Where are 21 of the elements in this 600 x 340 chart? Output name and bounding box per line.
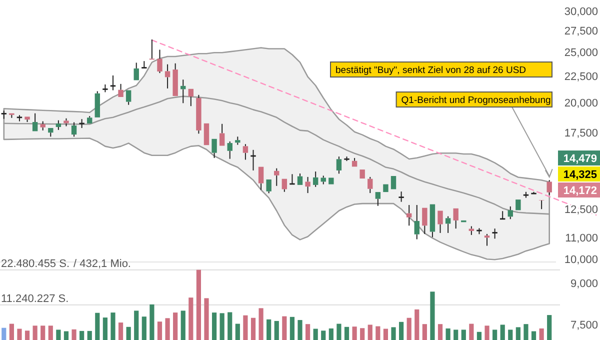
annotation: 14,172 bbox=[563, 184, 597, 197]
annotation: 14,479 bbox=[563, 152, 597, 165]
annotation: Q1-Bericht und Prognoseanhebung bbox=[401, 95, 551, 106]
y-tick-label: 7,500 bbox=[570, 319, 598, 332]
y-tick-label: 20,000 bbox=[564, 98, 598, 110]
y-tick-label: 11,000 bbox=[565, 232, 598, 245]
y-tick-label: 27,500 bbox=[564, 26, 598, 38]
note-box: bestätigt "Buy", senkt Ziel von 28 auf 26 USD bbox=[330, 62, 552, 78]
annotation: / 432,1 Mio. bbox=[74, 258, 131, 270]
y-tick-label: 30,000 bbox=[564, 6, 598, 18]
y-tick-label: 11.240.227 S. bbox=[1, 292, 69, 305]
y-tick-label: 17,500 bbox=[564, 128, 598, 140]
y-tick-label: 22,500 bbox=[564, 70, 598, 83]
annotation: bestätigt "Buy", senkt Ziel von 28 auf 26 USD bbox=[336, 65, 526, 76]
y-tick-label: 22.480.455 S. bbox=[1, 258, 70, 270]
annotation: 14,325 bbox=[563, 168, 597, 181]
y-tick-label: 9,000 bbox=[570, 278, 598, 290]
y-tick-label: 25,000 bbox=[564, 47, 598, 60]
note-box: Q1-Bericht und Prognoseanhebung bbox=[396, 92, 553, 178]
y-tick-label: 10,000 bbox=[564, 254, 598, 266]
y-tick-label: 12,500 bbox=[564, 204, 598, 216]
